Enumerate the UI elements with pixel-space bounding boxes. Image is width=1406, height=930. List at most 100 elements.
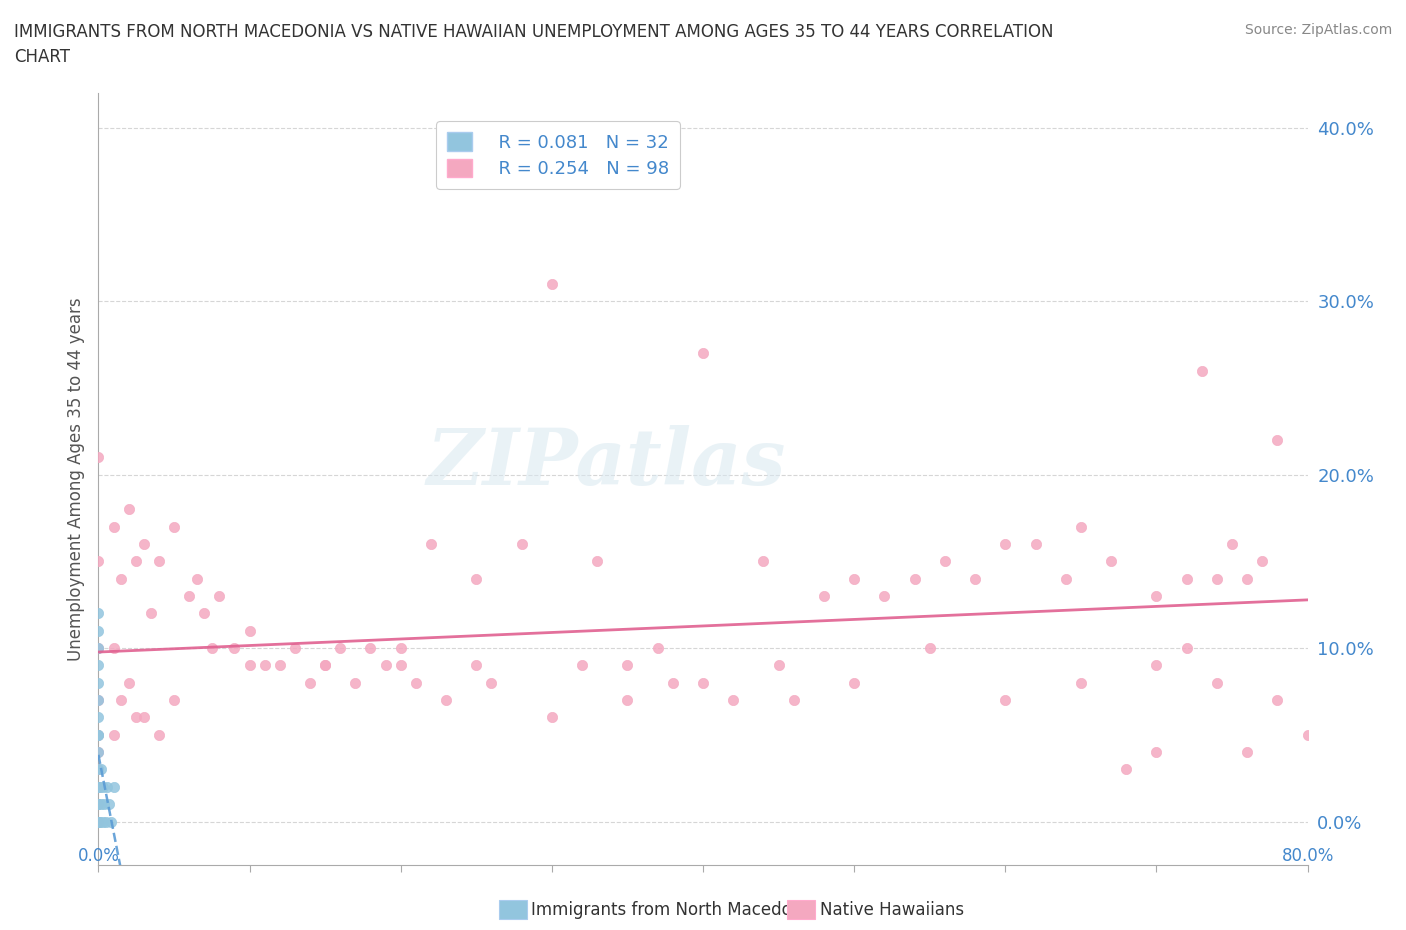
Point [1175, 571, 1198, 586]
Point [752, 554, 775, 569]
Point [1220, 537, 1243, 551]
Point [148, 727, 170, 742]
Point [1267, 693, 1289, 708]
Point [510, 537, 533, 551]
Point [994, 537, 1017, 551]
Point [692, 675, 714, 690]
Point [405, 675, 427, 690]
Point [87, 814, 110, 829]
Point [90, 797, 112, 812]
Point [125, 710, 148, 724]
Point [118, 502, 141, 517]
Point [434, 693, 457, 708]
Point [253, 658, 276, 673]
Point [329, 641, 352, 656]
Point [87, 641, 110, 656]
Point [360, 641, 382, 656]
Point [844, 675, 866, 690]
Y-axis label: Unemployment Among Ages 35 to 44 years: Unemployment Among Ages 35 to 44 years [66, 298, 84, 660]
Point [1191, 363, 1213, 378]
Point [193, 606, 215, 621]
Point [1236, 745, 1258, 760]
Point [299, 675, 322, 690]
Point [103, 779, 125, 794]
Point [87, 814, 110, 829]
Point [540, 710, 562, 724]
Point [87, 797, 110, 812]
Point [647, 641, 669, 656]
Point [1070, 519, 1092, 534]
Point [1054, 571, 1077, 586]
Point [132, 710, 155, 724]
Point [87, 745, 110, 760]
Text: Native Hawaiians: Native Hawaiians [820, 900, 965, 919]
Point [87, 727, 110, 742]
Point [141, 606, 163, 621]
Point [465, 571, 488, 586]
Point [1144, 658, 1167, 673]
Text: Source: ZipAtlas.com: Source: ZipAtlas.com [1244, 23, 1392, 37]
Point [692, 346, 714, 361]
Point [87, 779, 110, 794]
Point [934, 554, 956, 569]
Point [132, 537, 155, 551]
Point [904, 571, 927, 586]
Point [374, 658, 396, 673]
Point [87, 623, 110, 638]
Point [389, 658, 412, 673]
Point [110, 571, 132, 586]
Point [873, 589, 896, 604]
Text: ZIPatlas: ZIPatlas [426, 425, 786, 502]
Text: IMMIGRANTS FROM NORTH MACEDONIA VS NATIVE HAWAIIAN UNEMPLOYMENT AMONG AGES 35 TO: IMMIGRANTS FROM NORTH MACEDONIA VS NATIV… [14, 23, 1053, 41]
Point [723, 693, 745, 708]
Point [93, 797, 115, 812]
Point [87, 727, 110, 742]
Point [87, 797, 110, 812]
Point [571, 658, 593, 673]
Point [87, 762, 110, 777]
Point [768, 658, 790, 673]
Point [465, 658, 488, 673]
Point [87, 554, 110, 569]
Point [103, 641, 125, 656]
Point [201, 641, 224, 656]
Point [540, 276, 562, 291]
Legend:   R = 0.081   N = 32,   R = 0.254   N = 98: R = 0.081 N = 32, R = 0.254 N = 98 [436, 121, 679, 189]
Point [1251, 554, 1274, 569]
Point [96, 779, 118, 794]
Point [87, 693, 110, 708]
Point [481, 675, 503, 690]
Point [87, 658, 110, 673]
Point [224, 641, 246, 656]
Point [1024, 537, 1046, 551]
Point [1175, 641, 1198, 656]
Point [661, 675, 683, 690]
Point [91, 779, 114, 794]
Point [89, 814, 111, 829]
Text: 0.0%: 0.0% [77, 846, 120, 865]
Point [783, 693, 806, 708]
Point [94, 814, 117, 829]
Point [87, 762, 110, 777]
Point [616, 658, 638, 673]
Point [179, 589, 201, 604]
Point [103, 519, 125, 534]
Point [813, 589, 835, 604]
Point [163, 519, 186, 534]
Point [844, 571, 866, 586]
Point [87, 814, 110, 829]
Point [110, 693, 132, 708]
Point [239, 623, 262, 638]
Point [87, 710, 110, 724]
Point [87, 727, 110, 742]
Point [1115, 762, 1137, 777]
Point [314, 658, 336, 673]
Point [269, 658, 291, 673]
Point [87, 797, 110, 812]
Point [125, 554, 148, 569]
Point [994, 693, 1017, 708]
Point [87, 814, 110, 829]
Point [420, 537, 443, 551]
Point [98, 797, 121, 812]
Point [1236, 571, 1258, 586]
